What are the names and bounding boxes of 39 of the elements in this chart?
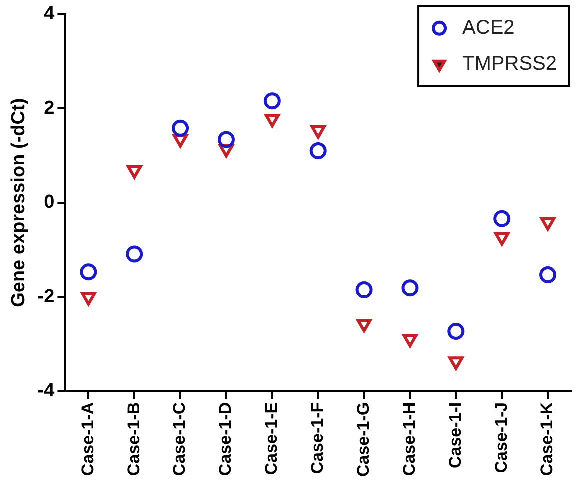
point [448, 323, 465, 340]
x-tick-label: Case-1-H [400, 402, 419, 476]
point [172, 120, 190, 137]
point [402, 280, 419, 297]
point [356, 282, 373, 299]
x-tick-label: Case-1-E [262, 402, 282, 476]
point [494, 232, 510, 246]
y-axis-title: Gene expression (-dCt) [8, 98, 30, 308]
point [494, 210, 511, 228]
x-tick-label: Case-1-G [354, 402, 373, 477]
point [402, 334, 418, 348]
y-tick-label: 2 [44, 98, 55, 119]
point [310, 125, 326, 139]
legend-label: ACE2 [462, 16, 515, 39]
y-tick-label: 0 [44, 192, 55, 214]
x-tick-label: Case-1-A [78, 402, 98, 476]
x-tick-label: Case-1-B [124, 402, 144, 476]
point [80, 264, 98, 281]
x-tick-label: Case-1-D [216, 402, 236, 476]
y-tick-label: -2 [38, 286, 55, 308]
point [356, 318, 372, 332]
point [218, 131, 235, 148]
x-tick-label: Case-1-J [492, 402, 511, 474]
point [264, 114, 280, 128]
point [127, 165, 142, 179]
point [264, 92, 281, 110]
x-tick-label: Case-1-F [308, 402, 328, 474]
y-tick-label: -4 [38, 380, 56, 402]
point [540, 217, 556, 231]
y-tick-label: 4 [44, 4, 56, 25]
x-tick-label: Case-1-K [538, 402, 557, 476]
x-tick-label: Case-1-I [446, 402, 465, 468]
point [81, 292, 96, 306]
point [448, 356, 464, 370]
point [310, 142, 327, 160]
point [540, 266, 557, 284]
x-tick-label: Case-1-C [170, 402, 190, 476]
point [126, 246, 144, 263]
legend-label: TMPRSS2 [462, 52, 558, 75]
